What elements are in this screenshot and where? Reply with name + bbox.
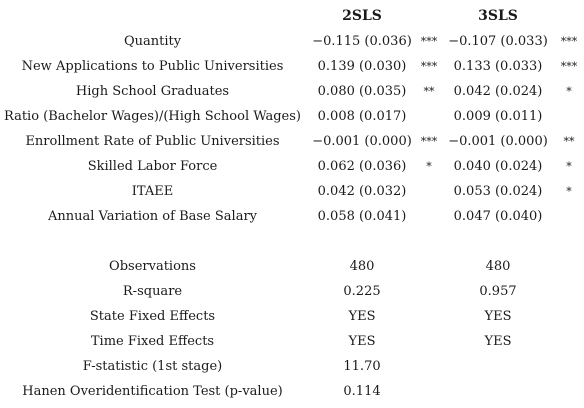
stats-row: Time Fixed Effects YES YES (0, 332, 584, 352)
table-row: Enrollment Rate of Public Universities −… (0, 132, 584, 152)
stats-row: R-square 0.225 0.957 (0, 282, 584, 302)
stat-3sls: 0.957 (479, 284, 517, 299)
row-label: Quantity (123, 34, 182, 49)
stat-2sls: YES (348, 309, 376, 324)
stat-3sls: YES (484, 334, 512, 349)
coef-3sls: 0.053 (0.024) (453, 184, 543, 199)
stats-row: Observations 480 480 (0, 257, 584, 277)
table-row: High School Graduates 0.080 (0.035) ** 0… (0, 82, 584, 102)
signif-3sls: ** (563, 135, 575, 148)
coef-2sls: 0.062 (0.036) (317, 159, 407, 174)
signif-3sls: * (566, 185, 572, 198)
coef-2sls: −0.001 (0.000) (312, 134, 412, 149)
signif-2sls: *** (420, 35, 438, 48)
row-label: Ratio (Bachelor Wages)/(High School Wage… (4, 109, 301, 124)
stats-row: F-statistic (1st stage) 11.70 (0, 357, 584, 377)
coef-2sls: 0.058 (0.041) (317, 209, 407, 224)
coef-2sls: 0.042 (0.032) (317, 184, 407, 199)
signif-3sls: *** (560, 35, 578, 48)
header-3sls: 3SLS (478, 8, 518, 24)
coef-3sls: 0.133 (0.033) (453, 59, 543, 74)
row-label: ITAEE (131, 184, 174, 199)
row-label: New Applications to Public Universities (21, 59, 284, 74)
coef-3sls: 0.040 (0.024) (453, 159, 543, 174)
stats-row: Hanen Overidentification Test (p-value) … (0, 382, 584, 402)
header-2sls: 2SLS (342, 8, 382, 24)
signif-3sls: * (566, 85, 572, 98)
table-row: Quantity −0.115 (0.036) *** −0.107 (0.03… (0, 32, 584, 52)
row-label: Skilled Labor Force (87, 159, 218, 174)
stat-2sls: 0.225 (343, 284, 381, 299)
table-row: New Applications to Public Universities … (0, 57, 584, 77)
signif-2sls: ** (423, 85, 435, 98)
stat-2sls: YES (348, 334, 376, 349)
coef-2sls: 0.080 (0.035) (317, 84, 407, 99)
coef-3sls: 0.042 (0.024) (453, 84, 543, 99)
signif-3sls: *** (560, 60, 578, 73)
row-label: High School Graduates (75, 84, 230, 99)
stat-3sls: 480 (485, 259, 511, 274)
signif-2sls: *** (420, 135, 438, 148)
stat-label: F-statistic (1st stage) (82, 359, 223, 374)
table-row: Ratio (Bachelor Wages)/(High School Wage… (0, 107, 584, 127)
coef-2sls: −0.115 (0.036) (312, 34, 412, 49)
table-header: 2SLS 3SLS (0, 6, 584, 26)
table-row: Skilled Labor Force 0.062 (0.036) * 0.04… (0, 157, 584, 177)
coef-2sls: 0.139 (0.030) (317, 59, 407, 74)
coef-3sls: −0.001 (0.000) (448, 134, 548, 149)
stats-row: State Fixed Effects YES YES (0, 307, 584, 327)
stat-2sls: 0.114 (343, 384, 381, 399)
stat-label: Observations (109, 259, 196, 274)
coef-2sls: 0.008 (0.017) (317, 109, 407, 124)
stat-label: R-square (122, 284, 183, 299)
stat-label: Time Fixed Effects (90, 334, 215, 349)
table-row: ITAEE 0.042 (0.032) 0.053 (0.024) * (0, 182, 584, 202)
stat-3sls: YES (484, 309, 512, 324)
signif-2sls: * (426, 160, 432, 173)
coef-3sls: 0.009 (0.011) (453, 109, 543, 124)
signif-2sls: *** (420, 60, 438, 73)
table-row: Annual Variation of Base Salary 0.058 (0… (0, 207, 584, 227)
coef-3sls: 0.047 (0.040) (453, 209, 543, 224)
stat-2sls: 11.70 (343, 359, 381, 374)
signif-3sls: * (566, 160, 572, 173)
row-label: Enrollment Rate of Public Universities (25, 134, 280, 149)
row-label: Annual Variation of Base Salary (47, 209, 258, 224)
stat-2sls: 480 (349, 259, 375, 274)
stat-label: State Fixed Effects (89, 309, 216, 324)
stat-label: Hanen Overidentification Test (p-value) (22, 384, 283, 399)
coef-3sls: −0.107 (0.033) (448, 34, 548, 49)
